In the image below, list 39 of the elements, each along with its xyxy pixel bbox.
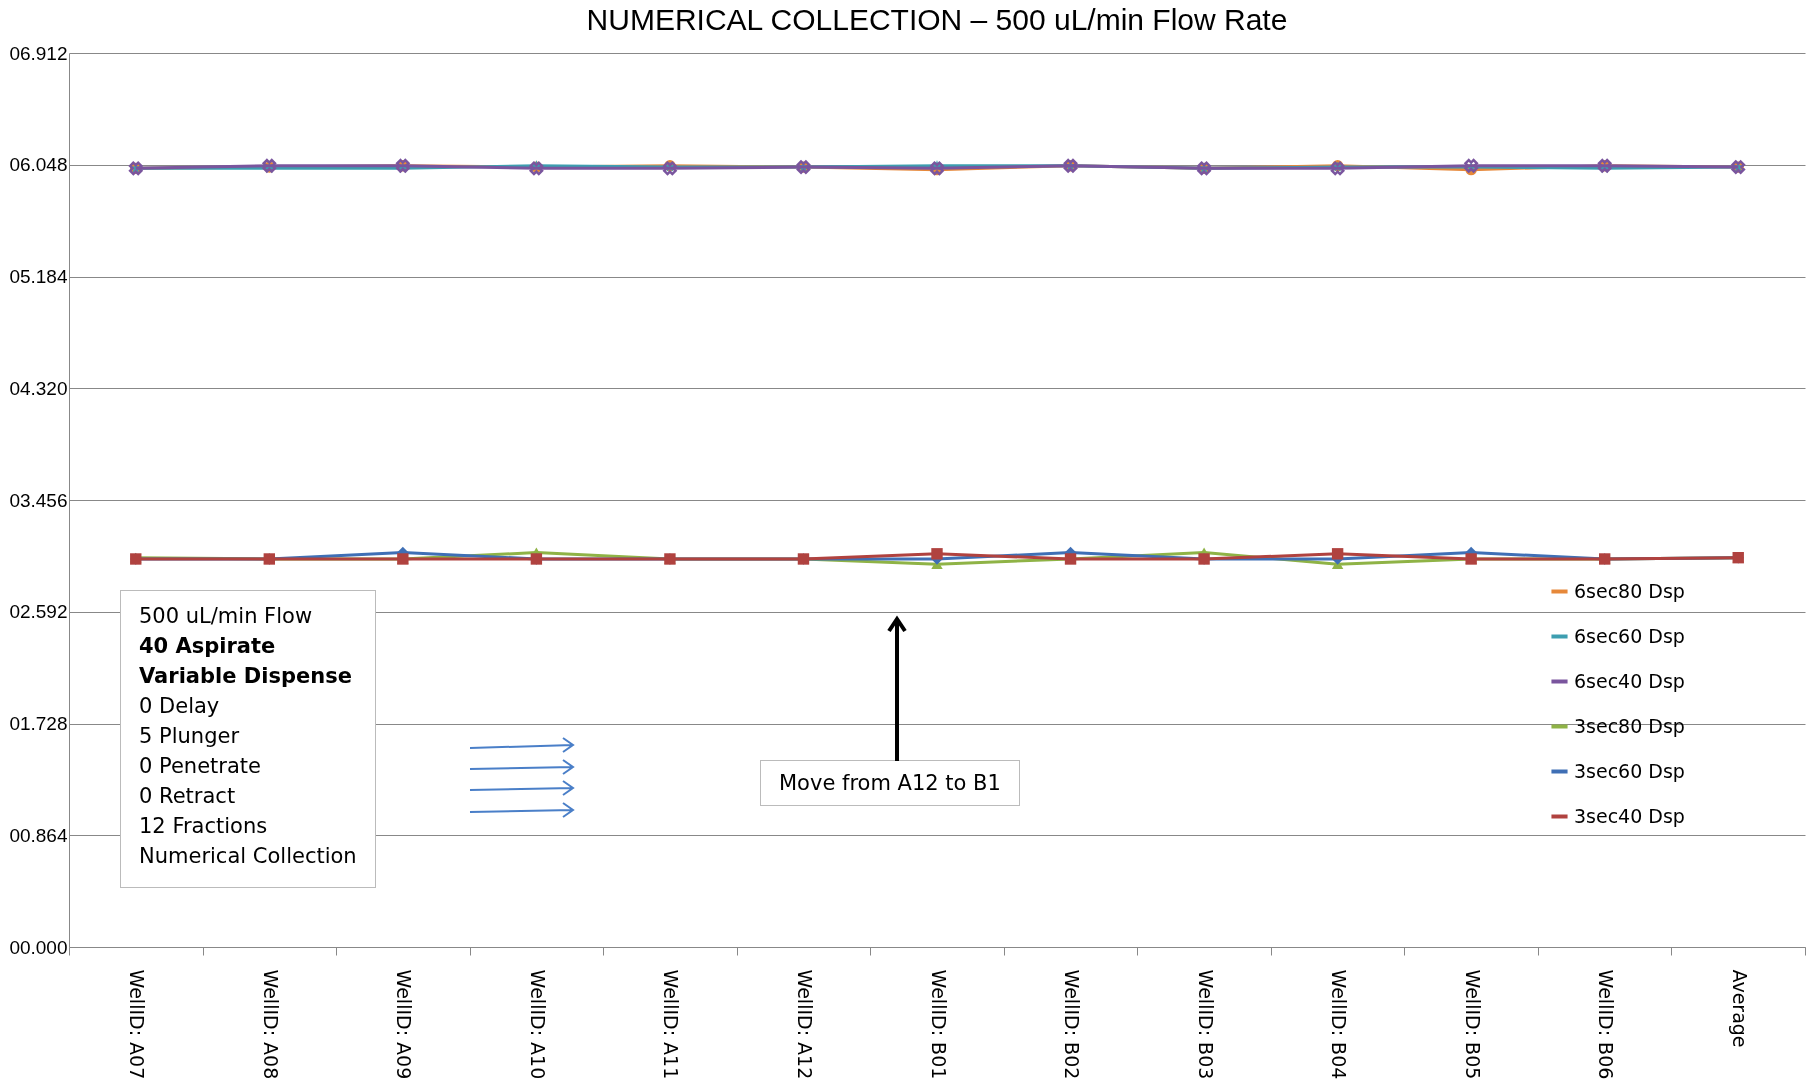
y-tick-label: 05.184 <box>9 266 68 287</box>
x-tick-label: WellID: B05 <box>1461 969 1484 1080</box>
annotation: 500 uL/min Flow <box>139 603 314 630</box>
annotation: Move from A12 to B1 <box>760 760 1020 806</box>
y-tick-label: 00.000 <box>9 936 68 958</box>
y-tick-label: 03.456 <box>9 489 68 511</box>
chart-title: NUMERICAL COLLECTION – 500 uL/min Flow Rate <box>586 3 1288 36</box>
annotation: Numerical Collection <box>139 843 357 870</box>
legend-label: 3sec40 Dsp <box>1574 804 1685 827</box>
y-tick-label: 06.912 <box>9 42 68 64</box>
legend-label: 6sec40 Dsp <box>1574 669 1685 692</box>
annotation: 40 Aspirate <box>139 633 277 660</box>
y-tick-label: 02.592 <box>9 601 68 623</box>
x-tick-label: WellID: B06 <box>1595 969 1618 1080</box>
annotation: 12 Fractions <box>139 813 269 840</box>
x-tick-label: WellID: A11 <box>660 969 683 1080</box>
y-tick-label: 04.320 <box>9 377 68 399</box>
x-tick-label: WellID: A08 <box>259 969 282 1080</box>
y-tick-label: 01.728 <box>9 713 68 734</box>
annotation: 0 Delay <box>139 693 221 720</box>
annotation: 0 Retract <box>139 783 237 810</box>
annotation: Variable Dispense <box>139 663 353 690</box>
legend-label: 3sec60 Dsp <box>1574 759 1685 782</box>
annotation: 5 Plunger <box>139 723 241 750</box>
x-tick-label: WellID: A09 <box>393 969 416 1080</box>
y-tick-label: 00.864 <box>9 824 68 846</box>
legend-label: 3sec80 Dsp <box>1574 714 1685 737</box>
x-tick-label: WellID: A10 <box>526 969 549 1080</box>
x-tick-label: Average <box>1728 969 1751 1048</box>
x-tick-label: WellID: A07 <box>126 969 149 1080</box>
annotation: 0 Penetrate <box>139 753 262 780</box>
x-tick-label: WellID: A12 <box>793 969 816 1080</box>
legend-label: 6sec80 Dsp <box>1574 579 1685 602</box>
x-tick-label: WellID: B02 <box>1061 969 1084 1080</box>
x-tick-label: WellID: B04 <box>1328 969 1351 1080</box>
x-tick-label: WellID: B03 <box>1194 969 1217 1080</box>
x-tick-label: WellID: B01 <box>927 969 950 1080</box>
y-tick-label: 06.048 <box>9 154 68 176</box>
legend-label: 6sec60 Dsp <box>1574 624 1685 647</box>
